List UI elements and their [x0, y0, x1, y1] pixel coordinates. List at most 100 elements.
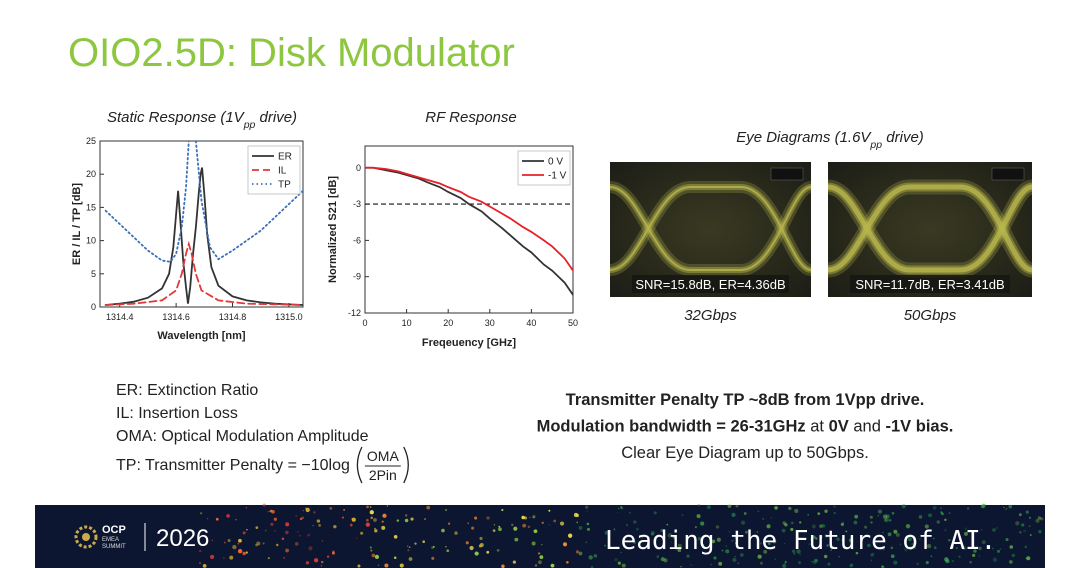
particle — [904, 547, 908, 552]
particle — [366, 518, 369, 522]
particle — [242, 551, 246, 556]
particle — [766, 524, 771, 529]
particle — [656, 555, 660, 558]
particle — [414, 542, 417, 545]
particle — [854, 514, 859, 519]
text-run: pp — [869, 139, 882, 151]
particle — [870, 553, 874, 557]
eye-caption: 32Gbps — [684, 307, 737, 324]
particle — [853, 520, 858, 525]
particle — [811, 560, 813, 563]
particle — [895, 532, 900, 537]
particle — [1040, 517, 1044, 521]
particle — [382, 513, 387, 518]
particle — [980, 528, 983, 531]
particle — [1038, 529, 1042, 534]
particle — [316, 519, 321, 523]
particle — [1021, 523, 1025, 527]
particle — [632, 540, 637, 545]
particle — [586, 510, 588, 512]
particle — [848, 538, 853, 543]
particle — [369, 510, 374, 515]
particle — [496, 549, 500, 552]
particle — [446, 549, 450, 553]
particle — [299, 517, 303, 521]
particle — [770, 517, 773, 519]
particle — [604, 530, 609, 535]
particle — [501, 564, 505, 568]
legend-label: -1 V — [548, 171, 567, 182]
y-tick-label: 20 — [86, 169, 96, 179]
y-axis-label: Normalized S21 [dB] — [327, 176, 339, 283]
particle — [807, 513, 809, 516]
particle — [270, 522, 274, 526]
particle — [784, 560, 787, 563]
text-run: drive) — [882, 129, 924, 146]
particle — [677, 543, 682, 548]
particle — [872, 552, 875, 555]
particle — [1025, 510, 1029, 514]
particle — [617, 511, 619, 514]
particle — [796, 536, 800, 539]
particle — [588, 555, 593, 560]
particle — [285, 522, 290, 527]
legend-label: 0 V — [548, 157, 563, 168]
eye-background — [610, 162, 811, 297]
text-run: Clear Eye Diagram up to 50Gbps. — [621, 444, 869, 462]
particle — [831, 545, 835, 549]
particle — [393, 535, 398, 539]
particle — [532, 515, 536, 519]
particle — [393, 556, 397, 559]
particle — [620, 506, 622, 508]
particle — [667, 533, 673, 538]
definition: OMA: Optical Modulation Amplitude — [116, 428, 369, 445]
particle — [331, 551, 335, 555]
particle — [534, 564, 538, 567]
particle — [882, 531, 884, 534]
particle — [559, 521, 565, 526]
particle — [1015, 521, 1020, 526]
particle — [238, 538, 242, 543]
particle — [553, 519, 557, 523]
particle — [369, 546, 372, 549]
particle — [575, 550, 580, 554]
particle — [672, 535, 677, 539]
text-run: pp — [243, 119, 256, 131]
particle — [1009, 560, 1013, 564]
particle — [1004, 508, 1007, 511]
particle — [237, 549, 243, 554]
particle — [521, 515, 525, 520]
particle — [916, 562, 919, 566]
particle — [486, 516, 490, 520]
particle — [568, 533, 573, 538]
particle — [548, 524, 550, 526]
particle — [793, 552, 796, 555]
series-line — [104, 141, 303, 263]
particle — [823, 554, 828, 559]
eye-caption: 50Gbps — [904, 307, 957, 324]
particle — [728, 531, 731, 533]
particle — [925, 561, 929, 565]
particle — [978, 546, 982, 551]
particle — [958, 555, 961, 558]
y-tick-label: 0 — [356, 163, 361, 173]
formula-text: TP: Transmitter Penalty = −10log — [116, 457, 350, 474]
particle — [672, 535, 676, 539]
particle — [969, 561, 972, 564]
particle — [447, 522, 451, 525]
particle — [731, 512, 736, 517]
y-axis-label: ER / IL / TP [dB] — [71, 183, 83, 265]
particle — [313, 558, 319, 563]
particle — [732, 557, 737, 563]
footer-particles — [198, 503, 1044, 568]
particle — [386, 505, 389, 507]
particle — [794, 508, 799, 513]
particle — [276, 543, 279, 547]
particle — [796, 549, 801, 554]
particle — [890, 554, 895, 559]
x-axis-label: Freqeuency [GHz] — [422, 337, 516, 349]
particle — [666, 523, 669, 526]
particle — [408, 546, 411, 549]
particle — [763, 549, 768, 554]
particle — [996, 549, 1000, 553]
